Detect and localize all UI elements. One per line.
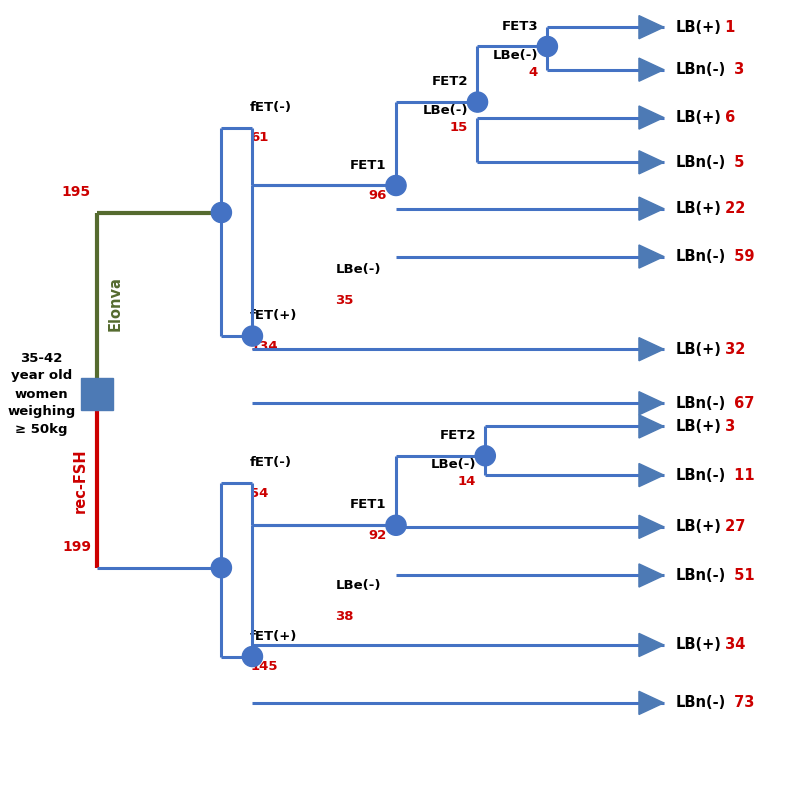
Text: LB(+): LB(+) (676, 201, 722, 216)
Text: rec-FSH: rec-FSH (73, 448, 88, 513)
Polygon shape (639, 16, 664, 39)
Text: 195: 195 (62, 184, 91, 199)
Text: LB(+): LB(+) (676, 519, 722, 534)
Text: 35-42
year old
women
weighing
≥ 50kg: 35-42 year old women weighing ≥ 50kg (7, 351, 75, 437)
Text: 73: 73 (729, 695, 754, 711)
Text: LBn(-): LBn(-) (676, 396, 725, 411)
Polygon shape (639, 463, 664, 487)
Polygon shape (639, 151, 664, 174)
Text: 15: 15 (450, 121, 468, 135)
Text: LB(+): LB(+) (676, 637, 722, 652)
Text: 6: 6 (720, 110, 735, 125)
Circle shape (211, 558, 231, 578)
Polygon shape (639, 337, 664, 361)
Polygon shape (639, 515, 664, 538)
Text: fET(-): fET(-) (250, 456, 292, 469)
Polygon shape (639, 414, 664, 438)
Text: LBe(-): LBe(-) (493, 49, 538, 61)
Text: 27: 27 (720, 519, 745, 534)
Circle shape (211, 203, 231, 222)
Text: fET(+): fET(+) (250, 309, 298, 322)
Text: 11: 11 (729, 467, 755, 482)
Circle shape (537, 36, 558, 57)
FancyBboxPatch shape (81, 377, 113, 411)
Text: LBn(-): LBn(-) (676, 154, 725, 170)
Text: 51: 51 (729, 568, 755, 583)
Text: 96: 96 (368, 189, 386, 203)
Text: 3: 3 (720, 419, 735, 434)
Text: LB(+): LB(+) (676, 110, 722, 125)
Text: LBn(-): LBn(-) (676, 568, 725, 583)
Circle shape (467, 92, 488, 112)
Text: 61: 61 (250, 132, 268, 144)
Text: 5: 5 (729, 154, 744, 170)
Polygon shape (639, 691, 664, 715)
Text: 32: 32 (720, 342, 745, 357)
Polygon shape (639, 392, 664, 414)
Text: fET(-): fET(-) (250, 101, 292, 113)
Text: 34: 34 (720, 637, 745, 652)
Text: 199: 199 (62, 540, 91, 554)
Circle shape (242, 646, 262, 667)
Text: FET2: FET2 (432, 75, 468, 88)
Polygon shape (639, 197, 664, 221)
Text: 3: 3 (729, 62, 744, 77)
Polygon shape (639, 564, 664, 587)
Text: LBe(-): LBe(-) (336, 579, 381, 593)
Text: 67: 67 (729, 396, 754, 411)
Text: 1: 1 (720, 20, 736, 35)
Text: LBn(-): LBn(-) (676, 249, 725, 264)
Circle shape (242, 326, 262, 346)
Text: FET3: FET3 (501, 20, 538, 32)
Text: 35: 35 (336, 294, 354, 307)
Text: 134: 134 (250, 340, 278, 353)
Polygon shape (639, 106, 664, 129)
Text: 54: 54 (250, 487, 268, 500)
Text: 38: 38 (336, 610, 354, 623)
Text: FET1: FET1 (350, 158, 386, 172)
Text: 92: 92 (368, 530, 386, 542)
Text: LBn(-): LBn(-) (676, 62, 725, 77)
Circle shape (386, 176, 406, 195)
Polygon shape (639, 245, 664, 268)
Text: LB(+): LB(+) (676, 20, 722, 35)
Text: LB(+): LB(+) (676, 342, 722, 357)
Circle shape (475, 446, 495, 466)
Text: LBe(-): LBe(-) (336, 263, 381, 276)
Text: LBe(-): LBe(-) (430, 458, 476, 471)
Text: 22: 22 (720, 201, 745, 216)
Text: 4: 4 (529, 66, 538, 79)
Text: FET1: FET1 (350, 498, 386, 511)
Text: 145: 145 (250, 660, 277, 674)
Text: fET(+): fET(+) (250, 630, 298, 643)
Polygon shape (639, 58, 664, 81)
Text: LB(+): LB(+) (676, 419, 722, 434)
Text: FET2: FET2 (440, 429, 476, 442)
Circle shape (386, 515, 406, 535)
Text: 59: 59 (729, 249, 755, 264)
Text: Elonva: Elonva (108, 276, 123, 331)
Text: LBn(-): LBn(-) (676, 695, 725, 711)
Polygon shape (639, 634, 664, 656)
Text: LBn(-): LBn(-) (676, 467, 725, 482)
Text: LBe(-): LBe(-) (423, 105, 468, 117)
Text: 14: 14 (458, 475, 476, 488)
